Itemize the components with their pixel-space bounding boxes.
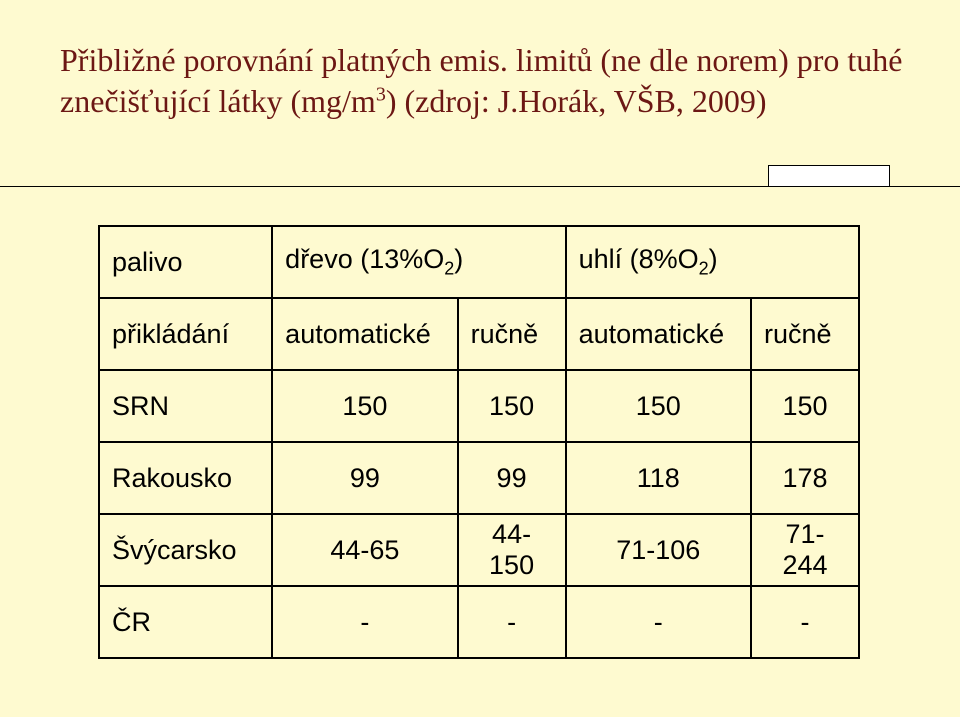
cell-value: 71-244 xyxy=(751,514,859,586)
title-line2-pre: znečišťující látky (mg/m xyxy=(60,83,376,119)
cell-value: 99 xyxy=(458,442,566,514)
table-row: SRN 150 150 150 150 xyxy=(99,370,859,442)
cell-auto2: automatické xyxy=(566,298,751,370)
table-row: Švýcarsko 44-65 44-150 71-106 71-244 xyxy=(99,514,859,586)
cell-auto1: automatické xyxy=(272,298,457,370)
table-row: palivo dřevo (13%O2) uhlí (8%O2) xyxy=(99,226,859,298)
uhli-sub: 2 xyxy=(699,259,709,279)
drevo-post: ) xyxy=(454,244,463,274)
cell-value: - xyxy=(272,586,457,658)
slide-title: Přibližné porovnání platných emis. limit… xyxy=(60,40,910,122)
emissions-table: palivo dřevo (13%O2) uhlí (8%O2) přiklád… xyxy=(98,225,860,659)
table: palivo dřevo (13%O2) uhlí (8%O2) přiklád… xyxy=(98,225,860,659)
cell-label: Švýcarsko xyxy=(99,514,272,586)
cell-uhli: uhlí (8%O2) xyxy=(566,226,859,298)
title-line2-post: ) (zdroj: J.Horák, VŠB, 2009) xyxy=(386,83,767,119)
cell-value: - xyxy=(751,586,859,658)
cell-value: 178 xyxy=(751,442,859,514)
cell-value: 118 xyxy=(566,442,751,514)
cell-palivo: palivo xyxy=(99,226,272,298)
cell-label: SRN xyxy=(99,370,272,442)
drevo-pre: dřevo (13%O xyxy=(285,244,444,274)
cell-value: - xyxy=(566,586,751,658)
table-row: přikládání automatické ručně automatické… xyxy=(99,298,859,370)
cell-value: 44-65 xyxy=(272,514,457,586)
slide: Přibližné porovnání platných emis. limit… xyxy=(0,0,960,717)
cell-value: 44-150 xyxy=(458,514,566,586)
cell-drevo: dřevo (13%O2) xyxy=(272,226,565,298)
cell-value: 150 xyxy=(272,370,457,442)
cell-value: 150 xyxy=(751,370,859,442)
title-sup: 3 xyxy=(376,83,386,105)
horizontal-rule xyxy=(0,186,960,187)
cell-value: - xyxy=(458,586,566,658)
table-row: Rakousko 99 99 118 178 xyxy=(99,442,859,514)
uhli-pre: uhlí (8%O xyxy=(579,244,699,274)
table-row: ČR - - - - xyxy=(99,586,859,658)
tab-rectangle xyxy=(768,165,890,187)
cell-rucne2: ručně xyxy=(751,298,859,370)
cell-value: 150 xyxy=(458,370,566,442)
cell-value: 71-106 xyxy=(566,514,751,586)
cell-rucne1: ručně xyxy=(458,298,566,370)
cell-label: ČR xyxy=(99,586,272,658)
cell-prikladani: přikládání xyxy=(99,298,272,370)
drevo-sub: 2 xyxy=(444,259,454,279)
cell-value: 150 xyxy=(566,370,751,442)
title-line1: Přibližné porovnání platných emis. limit… xyxy=(60,42,902,78)
uhli-post: ) xyxy=(709,244,718,274)
cell-value: 99 xyxy=(272,442,457,514)
cell-label: Rakousko xyxy=(99,442,272,514)
